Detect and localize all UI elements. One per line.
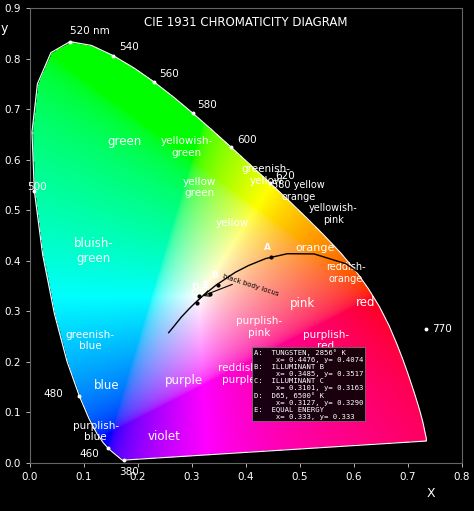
Text: 520 nm: 520 nm bbox=[70, 26, 110, 36]
Text: 480: 480 bbox=[44, 389, 63, 400]
Text: yellow
green: yellow green bbox=[183, 177, 217, 198]
Text: purplish-
red: purplish- red bbox=[302, 330, 349, 351]
Text: yellowish-
green: yellowish- green bbox=[160, 136, 212, 158]
Text: orange: orange bbox=[295, 243, 335, 253]
Text: A: A bbox=[264, 243, 272, 252]
Text: D: D bbox=[191, 283, 199, 292]
Text: greenish-
yellow: greenish- yellow bbox=[242, 164, 291, 185]
Text: green: green bbox=[107, 135, 141, 149]
Text: 580: 580 bbox=[197, 100, 217, 110]
Text: 460: 460 bbox=[80, 449, 99, 458]
Text: purplish-
blue: purplish- blue bbox=[73, 421, 119, 442]
Text: bluish-
green: bluish- green bbox=[73, 237, 113, 265]
Text: 380: 380 bbox=[119, 467, 139, 477]
Text: black body locus: black body locus bbox=[222, 273, 280, 297]
Text: 600: 600 bbox=[237, 135, 257, 146]
Text: purplish-
pink: purplish- pink bbox=[236, 316, 283, 338]
Text: 580 yellow
orange: 580 yellow orange bbox=[272, 180, 325, 202]
Text: yellow: yellow bbox=[216, 218, 249, 228]
Text: C: C bbox=[190, 289, 197, 298]
Text: red: red bbox=[356, 295, 375, 309]
Text: X: X bbox=[427, 487, 435, 500]
Text: reddish-
purple: reddish- purple bbox=[218, 363, 261, 385]
Y-axis label: y: y bbox=[0, 22, 8, 35]
Text: blue: blue bbox=[94, 379, 119, 392]
Text: yellowish-
pink: yellowish- pink bbox=[309, 203, 357, 225]
Text: A:  TUNGSTEN, 2856° K
     x= 0.4476, y= 0.4074
B:  ILLUMINANT B
     x= 0.3485,: A: TUNGSTEN, 2856° K x= 0.4476, y= 0.407… bbox=[254, 349, 363, 420]
Text: 770: 770 bbox=[432, 324, 452, 334]
Text: B: B bbox=[211, 271, 218, 281]
Text: purple: purple bbox=[164, 375, 203, 387]
Text: 500: 500 bbox=[27, 182, 47, 193]
Text: 560: 560 bbox=[159, 69, 179, 79]
Text: reddish-
orange: reddish- orange bbox=[326, 263, 365, 284]
Text: greenish-
blue: greenish- blue bbox=[66, 330, 115, 351]
Text: E: E bbox=[202, 281, 209, 290]
Text: CIE 1931 CHROMATICITY DIAGRAM: CIE 1931 CHROMATICITY DIAGRAM bbox=[144, 16, 347, 29]
Text: 540: 540 bbox=[119, 42, 139, 52]
Text: pink: pink bbox=[290, 297, 315, 310]
Text: 620: 620 bbox=[275, 171, 295, 181]
Text: violet: violet bbox=[147, 430, 180, 443]
